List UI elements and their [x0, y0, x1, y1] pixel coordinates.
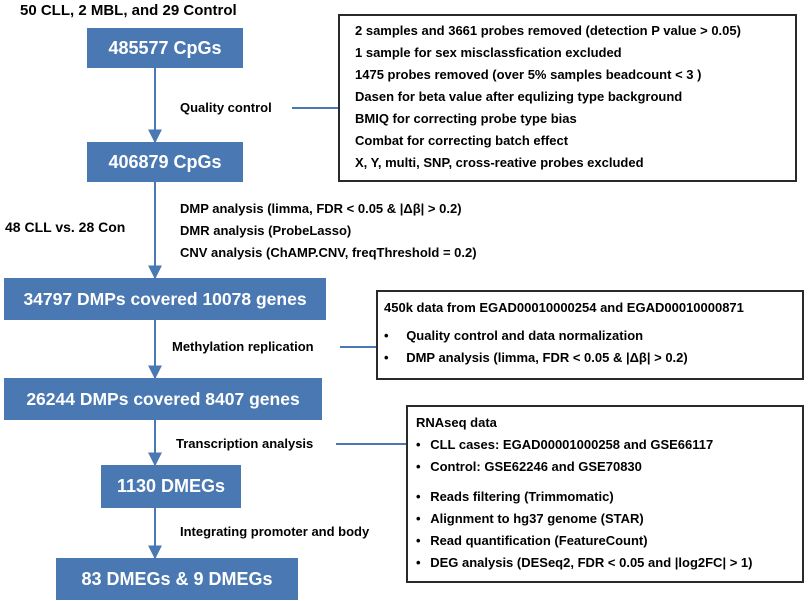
label-dmp-analysis: DMP analysis (limma, FDR < 0.05 & |Δβ| >… [180, 201, 462, 216]
label-integrating: Integrating promoter and body [180, 524, 370, 539]
bullet-icon: • [416, 489, 421, 504]
label-cnv-analysis: CNV analysis (ChAMP.CNV, freqThreshold =… [180, 245, 477, 260]
box-dmegs: 1130 DMEGs [101, 465, 241, 508]
qc-item: 1475 probes removed (over 5% samples bea… [355, 67, 702, 82]
rnaseq-bullet: • Read quantification (FeatureCount) [416, 533, 648, 548]
box-dmps: 34797 DMPs covered 10078 genes [4, 278, 326, 320]
label-comparison: 48 CLL vs. 28 Con [5, 219, 126, 235]
qc-item: X, Y, multi, SNP, cross-reative probes e… [355, 155, 644, 170]
rnaseq-bullet: • Reads filtering (Trimmomatic) [416, 489, 614, 504]
rnaseq-bullet: • CLL cases: EGAD00001000258 and GSE6611… [416, 437, 714, 452]
qc-item: BMIQ for correcting probe type bias [355, 111, 577, 126]
bullet-icon: • [384, 328, 389, 343]
bullet-icon: • [416, 437, 421, 452]
box-final-dmegs: 83 DMEGs & 9 DMEGs [56, 558, 298, 600]
bullet-icon: • [416, 459, 421, 474]
replication-bullet: • DMP analysis (limma, FDR < 0.05 & |Δβ|… [384, 350, 688, 365]
qc-item: 1 sample for sex misclassfication exclud… [355, 45, 622, 60]
replication-bullet: • Quality control and data normalization [384, 328, 644, 343]
rnaseq-bullet: • Control: GSE62246 and GSE70830 [416, 459, 642, 474]
rnaseq-bullet: • Alignment to hg37 genome (STAR) [416, 511, 644, 526]
qc-item: Combat for correcting batch effect [355, 133, 569, 148]
qc-details-panel: 2 samples and 3661 probes removed (detec… [338, 14, 797, 182]
bullet-icon: • [416, 555, 421, 570]
box-cpgs-qc: 406879 CpGs [87, 142, 243, 182]
label-transcription-analysis: Transcription analysis [176, 436, 314, 451]
label-quality-control: Quality control [180, 100, 272, 115]
rnaseq-panel: RNAseq data • CLL cases: EGAD00001000258… [406, 405, 804, 583]
box-cpgs-initial: 485577 CpGs [87, 28, 243, 68]
qc-item: Dasen for beta value after equlizing typ… [355, 89, 683, 104]
bullet-icon: • [384, 350, 389, 365]
cohort-header: 50 CLL, 2 MBL, and 29 Control [20, 2, 237, 19]
replication-title: 450k data from EGAD00010000254 and EGAD0… [384, 300, 744, 315]
label-methylation-replication: Methylation replication [172, 339, 314, 354]
bullet-icon: • [416, 511, 421, 526]
rnaseq-bullet: • DEG analysis (DESeq2, FDR < 0.05 and |… [416, 555, 753, 570]
replication-panel: 450k data from EGAD00010000254 and EGAD0… [376, 290, 804, 380]
rnaseq-title: RNAseq data [416, 415, 497, 430]
bullet-icon: • [416, 533, 421, 548]
qc-item: 2 samples and 3661 probes removed (detec… [355, 23, 741, 38]
label-dmr-analysis: DMR analysis (ProbeLasso) [180, 223, 352, 238]
box-dmps-replicated: 26244 DMPs covered 8407 genes [4, 378, 322, 420]
